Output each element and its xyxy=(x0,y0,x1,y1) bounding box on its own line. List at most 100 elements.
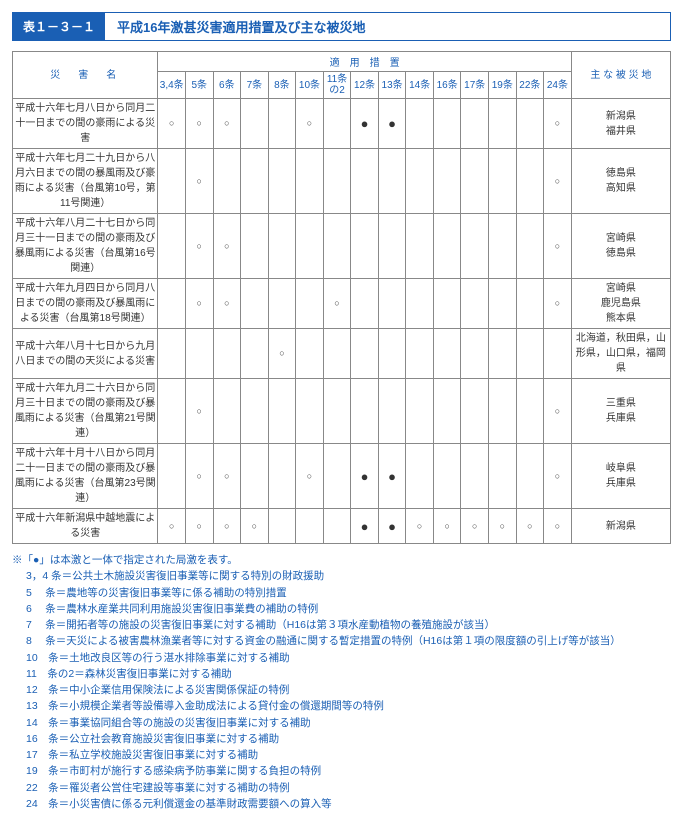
th-col: 7条 xyxy=(241,72,269,99)
cell-mark xyxy=(323,149,351,214)
cell-mark xyxy=(433,99,461,149)
title-bar: 表１－３－１ 平成16年激甚災害適用措置及び主な被災地 xyxy=(12,12,671,41)
cell-mark xyxy=(516,279,544,329)
th-col: 5条 xyxy=(186,72,214,99)
th-areas: 主 な 被 災 地 xyxy=(571,52,670,99)
cell-mark xyxy=(351,214,379,279)
cell-mark xyxy=(296,379,324,444)
th-col: 6条 xyxy=(213,72,241,99)
cell-mark xyxy=(489,99,517,149)
cell-mark xyxy=(241,279,269,329)
table-row: 平成十六年八月十七日から九月八日までの間の天災による災害○北海道，秋田県，山形県… xyxy=(13,329,671,379)
cell-disaster-name: 平成十六年九月四日から同月八日までの間の豪雨及び暴風雨による災害（台風第18号関… xyxy=(13,279,158,329)
cell-areas: 岐阜県兵庫県 xyxy=(571,444,670,509)
cell-mark xyxy=(241,379,269,444)
cell-mark: ○ xyxy=(296,444,324,509)
cell-mark: ○ xyxy=(406,509,434,544)
cell-mark xyxy=(323,99,351,149)
cell-mark xyxy=(213,329,241,379)
cell-mark: ○ xyxy=(186,279,214,329)
table-row: 平成十六年七月二十九日から八月六日までの間の暴風雨及び豪雨による災害（台風第10… xyxy=(13,149,671,214)
cell-mark: ○ xyxy=(544,279,572,329)
note-line: 11 条の2＝森林災害復旧事業に対する補助 xyxy=(12,666,671,682)
cell-mark xyxy=(378,379,406,444)
cell-mark xyxy=(268,149,296,214)
cell-mark: ○ xyxy=(186,379,214,444)
cell-mark xyxy=(516,99,544,149)
note-line: 14 条＝事業協同組合等の施設の災害復旧事業に対する補助 xyxy=(12,715,671,731)
cell-mark: ○ xyxy=(158,99,186,149)
th-col: 24条 xyxy=(544,72,572,99)
th-disaster-name: 災 害 名 xyxy=(13,52,158,99)
table-body: 平成十六年七月八日から同月二十一日までの間の豪雨による災害○○○○●●○新潟県福… xyxy=(13,99,671,544)
cell-areas: 北海道，秋田県，山形県，山口県，福岡県 xyxy=(571,329,670,379)
cell-mark: ○ xyxy=(544,444,572,509)
cell-mark: ○ xyxy=(516,509,544,544)
cell-mark xyxy=(461,329,489,379)
cell-mark: ○ xyxy=(213,214,241,279)
th-col: 8条 xyxy=(268,72,296,99)
th-col: 22条 xyxy=(516,72,544,99)
note-line: 3，4 条＝公共土木施設災害復旧事業等に関する特別の財政援助 xyxy=(12,568,671,584)
th-col: 14条 xyxy=(406,72,434,99)
cell-mark xyxy=(406,444,434,509)
cell-mark: ○ xyxy=(544,149,572,214)
cell-mark xyxy=(544,329,572,379)
table-row: 平成十六年新潟県中越地震による災害○○○○●●○○○○○○新潟県 xyxy=(13,509,671,544)
cell-mark: ○ xyxy=(489,509,517,544)
cell-disaster-name: 平成十六年九月二十六日から同月三十日までの間の豪雨及び暴風雨による災害（台風第2… xyxy=(13,379,158,444)
cell-mark xyxy=(406,214,434,279)
note-line: ※「●」は本激と一体で指定された局激を表す。 xyxy=(12,552,671,568)
cell-mark xyxy=(378,279,406,329)
cell-mark: ○ xyxy=(213,444,241,509)
cell-mark: ○ xyxy=(213,509,241,544)
th-col: 16条 xyxy=(433,72,461,99)
cell-mark xyxy=(489,149,517,214)
note-line: 13 条＝小規模企業者等設備導入金助成法による貸付金の償還期間等の特例 xyxy=(12,698,671,714)
disaster-table: 災 害 名 適 用 措 置 主 な 被 災 地 3,4条5条6条7条8条10条1… xyxy=(12,51,671,544)
note-line: 6 条＝農林水産業共同利用施設災害復旧事業費の補助の特例 xyxy=(12,601,671,617)
note-line: 16 条＝公立社会教育施設災害復旧事業に対する補助 xyxy=(12,731,671,747)
th-col: 17条 xyxy=(461,72,489,99)
cell-mark xyxy=(241,214,269,279)
cell-mark xyxy=(516,214,544,279)
th-col: 10条 xyxy=(296,72,324,99)
cell-mark xyxy=(351,329,379,379)
cell-mark xyxy=(461,149,489,214)
cell-mark xyxy=(516,444,544,509)
cell-mark xyxy=(406,99,434,149)
cell-mark xyxy=(489,214,517,279)
cell-mark: ○ xyxy=(323,279,351,329)
cell-mark xyxy=(378,214,406,279)
cell-mark xyxy=(378,149,406,214)
cell-mark: ○ xyxy=(268,329,296,379)
table-row: 平成十六年十月十八日から同月二十一日までの間の豪雨及び暴風雨による災害（台風第2… xyxy=(13,444,671,509)
cell-mark: ○ xyxy=(186,444,214,509)
cell-mark xyxy=(213,379,241,444)
cell-mark xyxy=(351,379,379,444)
table-row: 平成十六年八月二十七日から同月三十一日までの間の豪雨及び暴風雨による災害（台風第… xyxy=(13,214,671,279)
cell-areas: 宮崎県鹿児島県熊本県 xyxy=(571,279,670,329)
cell-mark: ● xyxy=(351,99,379,149)
cell-mark xyxy=(461,99,489,149)
cell-mark xyxy=(241,444,269,509)
cell-mark: ○ xyxy=(158,509,186,544)
cell-mark xyxy=(433,149,461,214)
note-line: 8 条＝天災による被害農林漁業者等に対する資金の融通に関する暫定措置の特例（H1… xyxy=(12,633,671,649)
cell-mark xyxy=(516,149,544,214)
cell-mark xyxy=(406,279,434,329)
cell-mark xyxy=(241,99,269,149)
cell-mark xyxy=(158,149,186,214)
cell-mark: ○ xyxy=(213,99,241,149)
cell-mark xyxy=(489,329,517,379)
cell-mark: ● xyxy=(378,444,406,509)
cell-mark xyxy=(323,379,351,444)
cell-mark xyxy=(268,99,296,149)
note-line: 12 条＝中小企業信用保険法による災害関係保証の特例 xyxy=(12,682,671,698)
cell-mark: ○ xyxy=(186,99,214,149)
note-line: 19 条＝市町村が施行する感染病予防事業に関する負担の特例 xyxy=(12,763,671,779)
cell-mark xyxy=(406,149,434,214)
cell-mark xyxy=(351,279,379,329)
cell-mark xyxy=(213,149,241,214)
cell-mark xyxy=(296,509,324,544)
